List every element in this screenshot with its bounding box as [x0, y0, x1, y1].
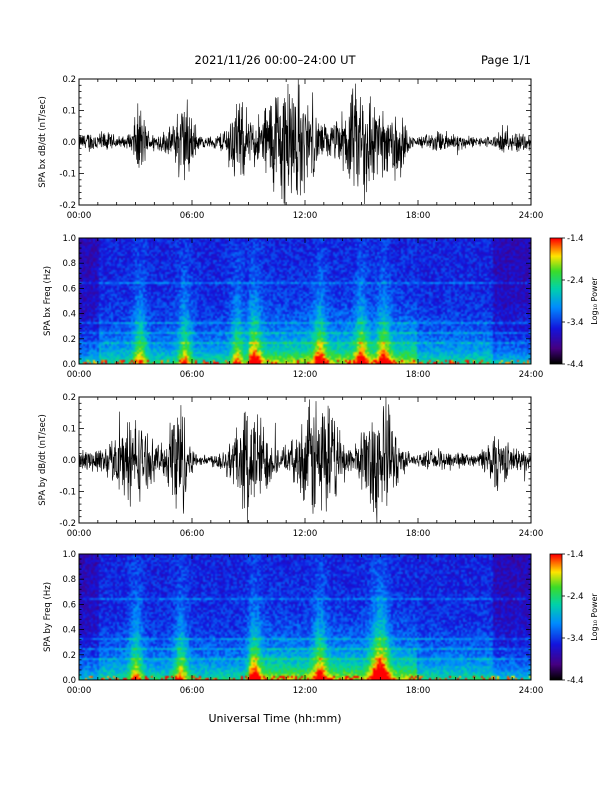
colorbar-tick-label: -4.4 [567, 676, 584, 686]
colorbar-tick-label: -3.4 [567, 634, 584, 644]
x-tick-label: 00:00 [67, 211, 92, 221]
x-tick-label: 06:00 [180, 211, 205, 221]
by-spectrogram [79, 554, 531, 680]
colorbar-tick-label: -1.4 [567, 234, 584, 244]
axis-ticks: 00:00 06:00 12:00 18:00 24:00 0.2 0.1 0.0 -0.1 -0… [59, 75, 543, 221]
colorbar-frame [549, 553, 563, 681]
y-tick-label: 1.0 [62, 234, 76, 244]
x-tick-label: 24:00 [519, 529, 544, 539]
colorbar [550, 238, 562, 364]
x-tick-label: 12:00 [293, 370, 318, 380]
y-tick-label: 0.2 [62, 75, 76, 85]
panel-bx-timeseries: 00:00 06:00 12:00 18:00 24:00 0.2 0.1 0.0 -0.1 -0… [38, 75, 543, 221]
colorbar-tick-label: -2.4 [567, 592, 584, 602]
x-tick-label: 06:00 [180, 370, 205, 380]
page-title: 2021/11/26 00:00–24:00 UT [194, 53, 356, 67]
y-tick-label: -0.1 [59, 170, 76, 180]
axis-ticks: 00:00 06:00 12:00 18:00 24:00 0.2 0.1 0.0 -0.1 -0… [59, 393, 543, 539]
colorbar-frame [549, 237, 563, 365]
axis-ticks: -1.4 -2.4 -3.4 -4.4 00:00 06:00 12:00 18:00 24:0… [62, 550, 583, 696]
x-axis-title: Universal Time (hh:mm) [209, 712, 342, 725]
y-axis-label: SPA by dB/dt (nT/sec) [38, 414, 48, 506]
x-tick-label: 12:00 [293, 529, 318, 539]
y-tick-label: 0.4 [62, 626, 76, 636]
y-axis-label: SPA bx Freq (Hz) [43, 266, 53, 336]
x-tick-label: 12:00 [293, 686, 318, 696]
y-tick-label: 0.8 [62, 259, 76, 269]
y-tick-label: 0.2 [62, 393, 76, 403]
x-tick-label: 18:00 [406, 211, 431, 221]
y-tick-label: -0.2 [59, 201, 76, 211]
trace-line [78, 79, 532, 206]
y-tick-label: 0.1 [62, 425, 76, 435]
axis-ticks: -1.4 -2.4 -3.4 -4.4 00:00 06:00 12:00 18:00 24:0… [62, 234, 583, 380]
bx-trace [78, 79, 532, 206]
y-tick-label: 0.0 [62, 138, 76, 148]
x-tick-label: 00:00 [67, 529, 92, 539]
x-tick-label: 18:00 [406, 529, 431, 539]
y-tick-label: 0.1 [62, 107, 76, 117]
x-tick-label: 00:00 [67, 686, 92, 696]
y-tick-label: 0.0 [62, 456, 76, 466]
colorbar [550, 554, 562, 680]
trace-line [78, 396, 532, 524]
y-tick-label: 0.0 [62, 360, 76, 370]
y-tick-label: 0.2 [62, 335, 76, 345]
panel-by-timeseries: 00:00 06:00 12:00 18:00 24:00 0.2 0.1 0.0 -0.1 -0… [38, 393, 543, 539]
x-tick-label: 12:00 [293, 211, 318, 221]
x-tick-label: 18:00 [406, 686, 431, 696]
x-tick-label: 24:00 [519, 211, 544, 221]
colorbar-tick-label: -2.4 [567, 276, 584, 286]
y-tick-label: 0.0 [62, 676, 76, 686]
y-tick-label: 0.8 [62, 575, 76, 585]
panel-bx-spectrogram: -1.4 -2.4 -3.4 -4.4 00:00 06:00 12:00 18:00 24:0… [43, 234, 599, 380]
colorbar-tick-label: -4.4 [567, 360, 584, 370]
page-number: Page 1/1 [481, 53, 531, 67]
x-tick-label: 18:00 [406, 370, 431, 380]
colorbar-tick-label: -1.4 [567, 550, 584, 560]
y-tick-label: 0.4 [62, 310, 76, 320]
y-tick-label: 0.6 [62, 600, 76, 610]
x-tick-label: 06:00 [180, 529, 205, 539]
x-tick-label: 24:00 [519, 370, 544, 380]
y-tick-label: 0.6 [62, 284, 76, 294]
x-tick-label: 06:00 [180, 686, 205, 696]
y-tick-label: -0.1 [59, 488, 76, 498]
by-trace [78, 396, 532, 524]
x-tick-label: 00:00 [67, 370, 92, 380]
panel-by-spectrogram: -1.4 -2.4 -3.4 -4.4 00:00 06:00 12:00 18:00 24:0… [43, 550, 599, 696]
colorbar-label: Log₁₀ Power [590, 593, 599, 641]
y-tick-label: 0.2 [62, 651, 76, 661]
bx-spectrogram [79, 238, 531, 364]
colorbar-tick-label: -3.4 [567, 318, 584, 328]
colorbar-label: Log₁₀ Power [590, 277, 599, 325]
y-axis-label: SPA bx dB/dt (nT/sec) [38, 96, 48, 188]
y-axis-label: SPA by Freq (Hz) [43, 582, 53, 652]
y-tick-label: 1.0 [62, 550, 76, 560]
y-tick-label: -0.2 [59, 519, 76, 529]
x-tick-label: 24:00 [519, 686, 544, 696]
